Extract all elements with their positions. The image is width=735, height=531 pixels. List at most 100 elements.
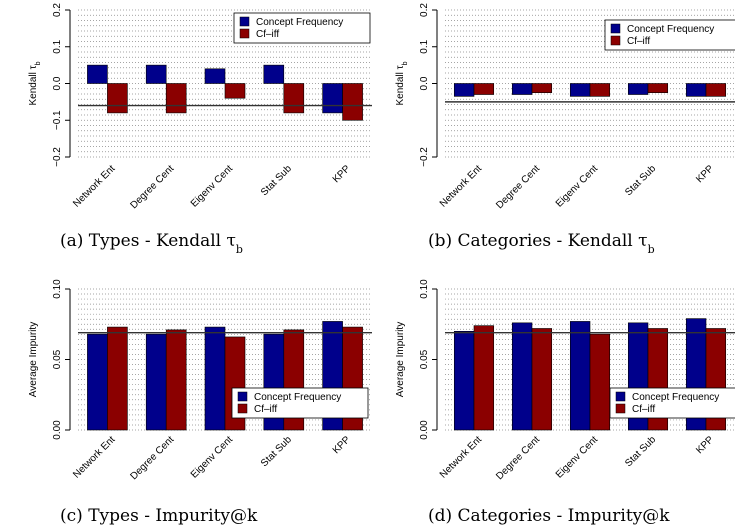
legend-box [604, 19, 735, 51]
y-axis: 0.00 0.05 0.10 [419, 279, 438, 440]
legend-label: Cf–iff [632, 404, 655, 415]
y-axis-label: Average Impurity [395, 322, 406, 397]
category-label: KPP [331, 163, 353, 185]
bar-cf-iff [107, 326, 128, 431]
bar-cf-iff [165, 329, 187, 431]
chart-panel-2: −0.2 0.0 0.1 0.2 Kendall τb Network Ent Degree… [395, 3, 735, 256]
bar-concept-frequency [87, 64, 108, 84]
category-label: Stat Sub [259, 163, 294, 198]
category-label: Stat Sub [623, 163, 658, 198]
legend-label: Cf–iff [627, 36, 650, 47]
chart-panel-4: 0.00 0.05 0.10 Average Impurity Network Ent D… [395, 279, 735, 526]
category-label: Stat Sub [259, 434, 294, 469]
panel-caption: (a) Types - Kendall τb [60, 231, 243, 256]
y-tick-label: 0.2 [52, 3, 63, 17]
bar-cf-iff [224, 83, 246, 99]
legend-label: Cf–iff [254, 404, 277, 415]
category-label: Network Ent [438, 163, 484, 209]
category-label: Network Ent [71, 434, 117, 480]
y-tick-label: 0.1 [419, 39, 430, 53]
category-label: Network Ent [71, 163, 117, 209]
y-axis-label: Kendall τb [28, 61, 42, 105]
category-label: Eigenv Cent [189, 434, 235, 480]
y-axis: 0.00 0.05 0.10 [52, 279, 71, 440]
bar-cf-iff [107, 83, 128, 114]
panel-caption: (b) Categories - Kendall τb [428, 231, 655, 256]
x-axis-labels: Network Ent Degree Cent Eigenv Cent Stat Su… [438, 163, 717, 211]
bar-concept-frequency [511, 83, 533, 95]
bar-cf-iff [705, 83, 727, 97]
y-tick-label: 0.1 [52, 39, 63, 53]
bar-concept-frequency [145, 333, 167, 431]
bar-cf-iff [283, 83, 305, 114]
bar-cf-iff [342, 83, 363, 121]
bars [87, 64, 363, 121]
bar-concept-frequency [87, 333, 108, 431]
bar-concept-frequency [145, 64, 167, 84]
x-axis-labels: Network Ent Degree Cent Eigenv Cent Stat Su… [71, 163, 353, 211]
legend-swatch [610, 23, 621, 34]
legend-swatch [237, 391, 248, 402]
legend-label: Concept Frequency [254, 392, 341, 403]
y-tick-label: 0.00 [52, 420, 63, 440]
legend-swatch [239, 28, 250, 39]
category-label: Network Ent [438, 434, 484, 480]
legend-label: Concept Frequency [632, 392, 719, 403]
y-tick-label: −0.1 [52, 110, 63, 130]
category-label: KPP [331, 434, 353, 456]
legend-label: Concept Frequency [256, 17, 343, 28]
category-label: Stat Sub [623, 434, 658, 469]
bar-concept-frequency [511, 322, 533, 431]
bar-concept-frequency [685, 83, 707, 97]
legend-swatch [615, 403, 626, 414]
x-axis-labels: Network Ent Degree Cent Eigenv Cent Stat Su… [438, 434, 717, 482]
legend-swatch [237, 403, 248, 414]
bar-cf-iff [647, 83, 669, 93]
legend-label: Concept Frequency [627, 24, 714, 35]
y-axis-label: Kendall τb [395, 61, 409, 105]
bar-cf-iff [531, 83, 553, 93]
bar-concept-frequency [627, 83, 649, 95]
panel-caption: (d) Categories - Impurity@k [428, 506, 670, 526]
bar-concept-frequency [569, 83, 591, 97]
y-tick-label: 0.2 [419, 3, 430, 17]
bar-cf-iff [165, 83, 187, 114]
legend-box [233, 12, 371, 44]
y-tick-label: 0.10 [52, 279, 63, 299]
legend-label: Cf–iff [256, 29, 279, 40]
panel-caption: (c) Types - Impurity@k [60, 506, 258, 526]
category-label: Eigenv Cent [554, 163, 600, 209]
legend-box [609, 387, 735, 419]
bar-concept-frequency [263, 64, 285, 84]
bars [453, 83, 727, 97]
y-tick-label: 0.0 [419, 76, 430, 90]
chart-panel-3: 0.00 0.05 0.10 Average Impurity Network Ent D… [28, 279, 372, 526]
bar-cf-iff [531, 328, 553, 431]
chart-panel-1: −0.2 −0.1 0.0 0.1 0.2 Kendall τb Network Ent De… [28, 3, 372, 256]
y-tick-label: 0.10 [419, 279, 430, 299]
bar-concept-frequency [453, 330, 475, 431]
y-tick-label: 0.05 [52, 349, 63, 369]
category-label: Eigenv Cent [189, 163, 235, 209]
category-label: KPP [694, 163, 716, 185]
category-label: Degree Cent [494, 163, 542, 211]
bar-concept-frequency [204, 326, 226, 431]
y-tick-label: −0.2 [52, 147, 63, 167]
bar-concept-frequency [453, 83, 475, 97]
bar-cf-iff [589, 83, 611, 97]
y-tick-label: 0.00 [419, 420, 430, 440]
category-label: Eigenv Cent [554, 434, 600, 480]
legend-box [231, 387, 369, 419]
category-label: Degree Cent [128, 163, 176, 211]
y-axis-label: Average Impurity [28, 322, 39, 397]
category-label: Degree Cent [494, 434, 542, 482]
legend-swatch [615, 391, 626, 402]
bar-concept-frequency [204, 68, 226, 84]
bar-cf-iff [589, 333, 611, 431]
category-label: KPP [694, 434, 716, 456]
bar-cf-iff [473, 325, 495, 431]
